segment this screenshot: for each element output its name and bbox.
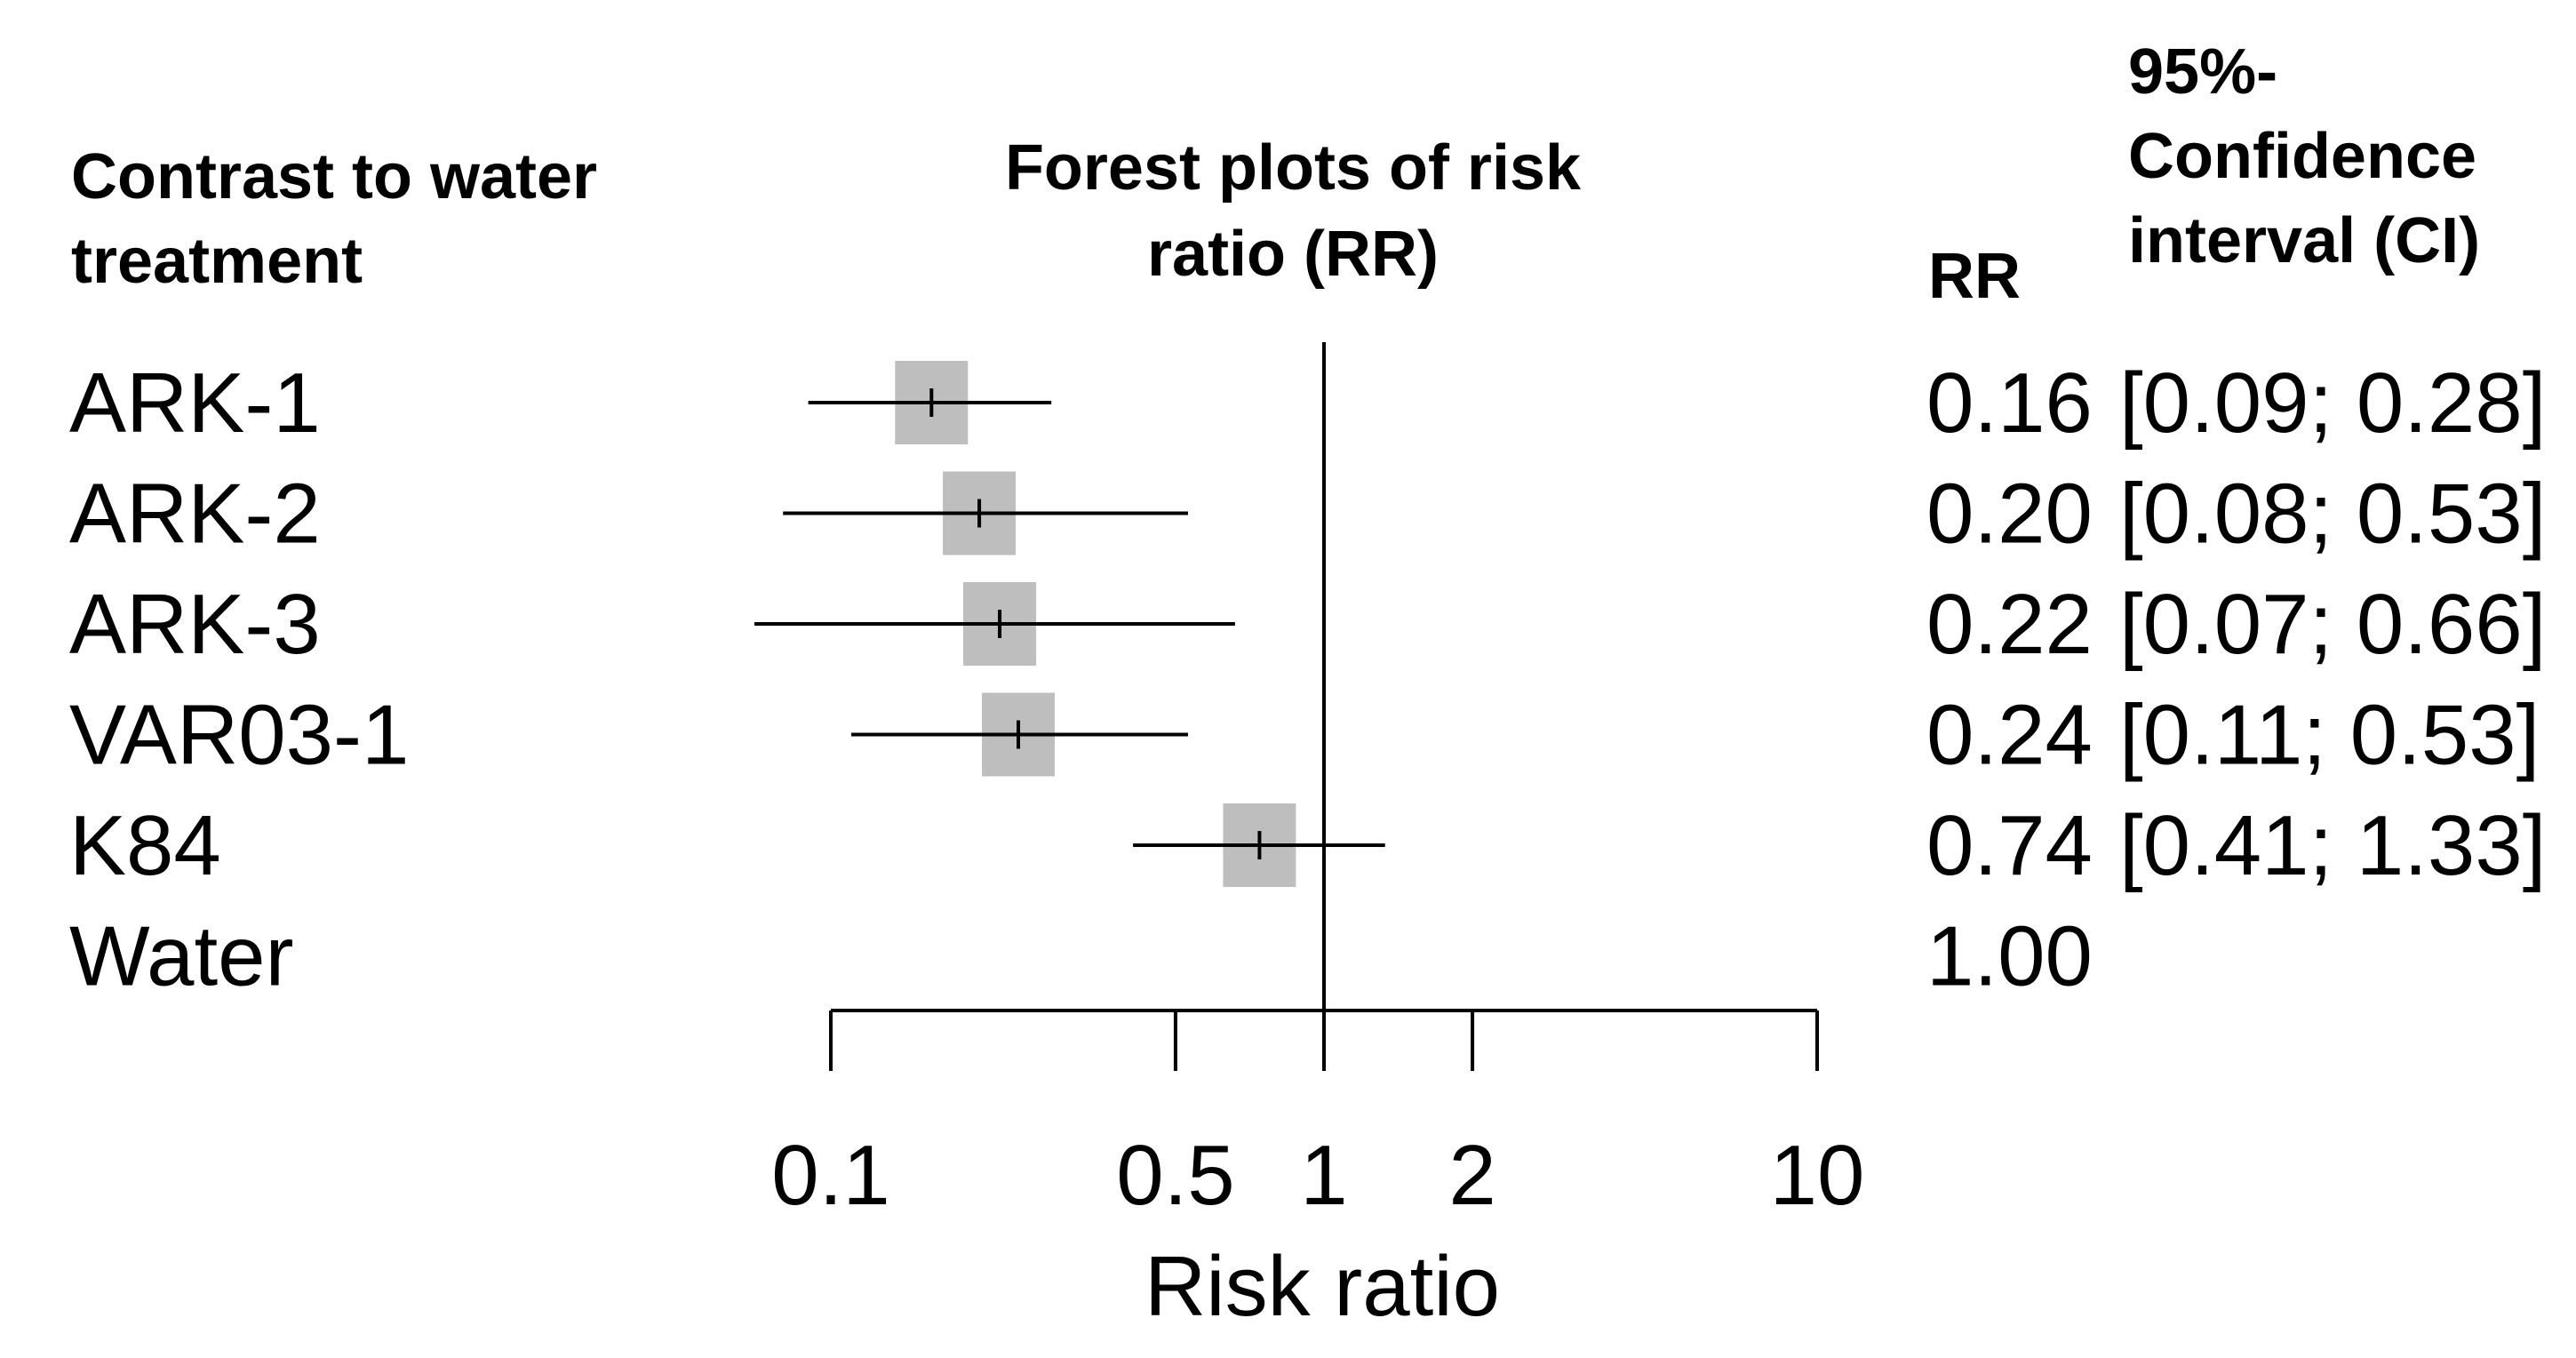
rr-value: 0.22 xyxy=(1926,577,2093,672)
rr-value: 0.20 xyxy=(1926,467,2093,562)
x-axis: 0.1 0.5 1 2 10 xyxy=(771,1009,1865,1223)
ci-value: [0.11; 0.53] xyxy=(2119,688,2540,783)
rr-value: 0.74 xyxy=(1926,798,2093,893)
x-tick-label: 1 xyxy=(1300,1128,1347,1223)
x-tick-label: 2 xyxy=(1448,1128,1495,1223)
ci-header-line-1: 95%- xyxy=(2128,36,2277,108)
row-label: K84 xyxy=(69,798,221,893)
x-axis-label: Risk ratio xyxy=(1144,1239,1500,1334)
row-label: ARK-2 xyxy=(69,467,321,562)
rr-column-header: RR xyxy=(1928,241,2021,312)
ci-value: [0.07; 0.66] xyxy=(2119,577,2546,672)
rr-value: 1.00 xyxy=(1926,909,2093,1004)
row-label: Water xyxy=(69,909,293,1004)
x-tick-label: 0.5 xyxy=(1116,1128,1234,1223)
ci-header-line-2: Confidence xyxy=(2128,121,2476,192)
chart-title-line-2: ratio (RR) xyxy=(1147,219,1439,290)
left-header-line-2: treatment xyxy=(71,226,363,297)
chart-title-line-1: Forest plots of risk xyxy=(1005,132,1582,204)
rr-value: 0.16 xyxy=(1926,355,2093,451)
ci-value: [0.41; 1.33] xyxy=(2119,798,2546,893)
rr-value: 0.24 xyxy=(1926,688,2093,783)
plot-layer xyxy=(754,342,1385,1011)
ci-header-line-3: interval (CI) xyxy=(2128,205,2480,276)
x-tick-label: 0.1 xyxy=(771,1128,889,1223)
row-layer: ARK-1 0.16 [0.09; 0.28] ARK-2 0.20 [0.08; 0.5… xyxy=(69,355,2546,1004)
x-tick-label: 10 xyxy=(1770,1128,1865,1223)
row-label: ARK-1 xyxy=(69,355,321,451)
ci-value: [0.08; 0.53] xyxy=(2119,467,2546,562)
row-label: ARK-3 xyxy=(69,577,321,672)
ci-value: [0.09; 0.28] xyxy=(2119,355,2546,451)
row-label: VAR03-1 xyxy=(69,688,409,783)
left-header-line-1: Contrast to water xyxy=(71,141,597,212)
